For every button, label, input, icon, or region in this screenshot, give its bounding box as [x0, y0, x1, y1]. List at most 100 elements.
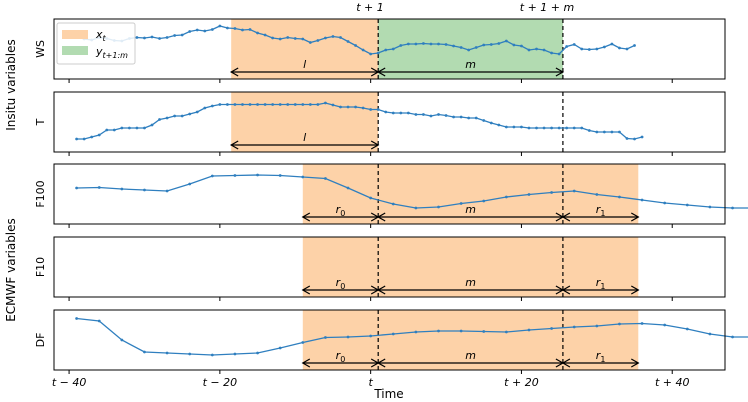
data-point	[233, 174, 237, 177]
data-point	[414, 206, 418, 210]
data-point	[399, 111, 403, 115]
data-point	[452, 44, 455, 48]
data-point	[595, 130, 599, 134]
data-point	[391, 332, 395, 336]
span-label-l: l	[303, 58, 306, 71]
data-point	[210, 28, 214, 31]
data-point	[308, 41, 312, 44]
data-point	[339, 36, 342, 39]
data-point	[527, 126, 531, 130]
data-point	[188, 352, 192, 356]
data-point	[256, 31, 259, 35]
arrow-head-left	[301, 285, 311, 295]
data-point	[241, 28, 244, 32]
data-point	[143, 350, 146, 354]
data-point	[437, 42, 440, 46]
data-point	[452, 115, 455, 119]
data-point	[602, 130, 606, 134]
span-label-m: m	[465, 349, 476, 362]
panel-frame	[53, 309, 726, 371]
arrow-head-left	[301, 212, 311, 222]
data-point	[278, 103, 282, 106]
region-orange	[231, 92, 379, 152]
data-point	[633, 44, 636, 47]
data-point	[263, 103, 267, 106]
data-point	[346, 186, 350, 190]
data-point	[437, 113, 440, 116]
data-point	[414, 113, 418, 116]
panel-f100: r0 m r1 F100	[34, 163, 748, 228]
data-point	[263, 33, 267, 37]
panel-frame	[53, 91, 726, 153]
data-point	[165, 116, 169, 120]
data-point	[414, 42, 418, 46]
data-point	[256, 173, 259, 177]
data-point	[158, 118, 161, 121]
legend-swatch-y	[62, 46, 88, 55]
top-label-t-plus-1-plus-m: t + 1 + m	[520, 1, 574, 14]
span-label-m: m	[465, 203, 476, 216]
data-point	[210, 174, 214, 178]
span-label-r1: r1	[596, 276, 606, 291]
data-point	[180, 114, 184, 118]
data-point	[572, 189, 576, 193]
y-axis-label: T	[34, 118, 47, 126]
data-point	[301, 341, 305, 344]
data-point	[143, 188, 146, 192]
data-point	[663, 323, 667, 327]
data-point	[482, 119, 486, 122]
data-point	[406, 111, 410, 115]
panel-frame	[53, 163, 726, 225]
data-point	[414, 330, 418, 334]
data-point	[444, 43, 448, 46]
arrow-head-left	[561, 285, 571, 295]
data-point	[550, 327, 553, 330]
data-point	[376, 51, 380, 55]
data-point	[685, 327, 689, 331]
data-point	[482, 43, 486, 47]
data-point	[241, 103, 244, 106]
data-point	[195, 28, 199, 32]
data-point	[135, 36, 139, 39]
data-point	[293, 103, 297, 106]
span-label-l: l	[303, 131, 306, 144]
data-point	[565, 45, 569, 48]
data-point	[663, 201, 667, 205]
data-point	[233, 27, 237, 30]
data-point	[376, 108, 380, 111]
data-point	[301, 37, 305, 41]
data-point	[75, 137, 79, 141]
span-label-r0: r0	[336, 276, 346, 291]
data-point	[195, 110, 199, 114]
data-point	[248, 28, 252, 31]
top-label-t-plus-1: t + 1	[356, 1, 384, 14]
data-point	[497, 42, 501, 45]
data-point	[467, 48, 471, 52]
data-point	[90, 135, 94, 139]
data-point	[542, 126, 546, 130]
arrow-head-right	[631, 212, 640, 222]
data-point	[535, 47, 538, 51]
data-point	[384, 48, 388, 52]
data-point	[399, 44, 403, 47]
data-point	[346, 40, 350, 43]
legend-label-y: yt+1:m	[95, 45, 128, 60]
span-label-m: m	[465, 58, 476, 71]
data-point	[188, 112, 192, 116]
x-tick-label: t − 40	[52, 376, 87, 389]
data-point	[165, 36, 169, 39]
data-point	[339, 105, 342, 109]
data-point	[640, 198, 644, 202]
data-point	[384, 110, 388, 114]
data-point	[158, 37, 161, 40]
data-point	[369, 108, 373, 111]
data-point	[286, 36, 290, 39]
panel-df: r0 m r1 DF	[34, 309, 748, 374]
data-point	[210, 353, 214, 357]
arrow-head-right	[631, 358, 640, 368]
data-point	[685, 203, 689, 207]
data-point	[256, 351, 259, 355]
arrow-head-left	[376, 285, 386, 295]
data-point	[361, 106, 365, 110]
